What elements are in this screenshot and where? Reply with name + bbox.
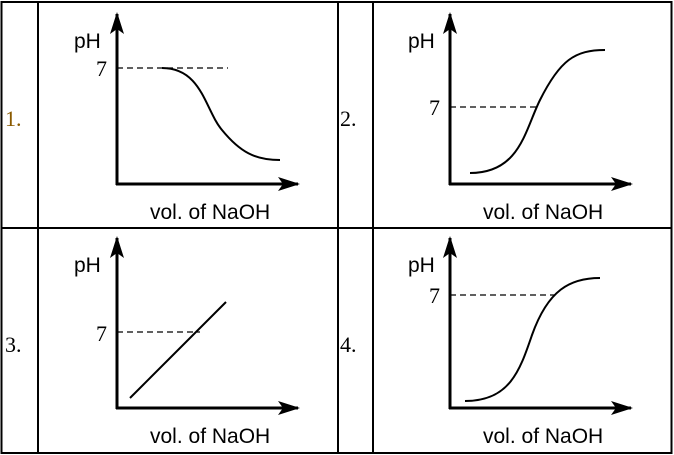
panel-3: 3. pH 7 vol. of NaOH [5,236,300,448]
panel-number: 3. [5,332,22,357]
panel-number: 2. [340,106,357,131]
ph7-label: 7 [96,321,107,346]
x-axis-label: vol. of NaOH [483,425,603,448]
ph7-label: 7 [96,56,107,81]
y-axis-label: pH [408,254,435,277]
y-axis-label: pH [74,30,101,53]
panel-2: 2. pH 7 vol. of NaOH [340,12,633,224]
panel-1: 1. pH 7 vol. of NaOH [5,12,300,224]
y-axis-label: pH [74,254,101,277]
panel-4: 4. pH 7 vol. of NaOH [340,236,633,448]
ph7-label: 7 [429,95,440,120]
titration-curve [464,277,601,402]
titration-line [129,301,227,399]
x-axis-label: vol. of NaOH [483,201,603,224]
x-axis-label: vol. of NaOH [150,425,270,448]
titration-curve [469,49,606,174]
x-axis-label: vol. of NaOH [150,201,270,224]
ph7-label: 7 [429,283,440,308]
panel-number: 1. [5,106,22,131]
titration-curve [161,67,281,161]
panel-number: 4. [340,332,357,357]
y-axis-label: pH [408,30,435,53]
